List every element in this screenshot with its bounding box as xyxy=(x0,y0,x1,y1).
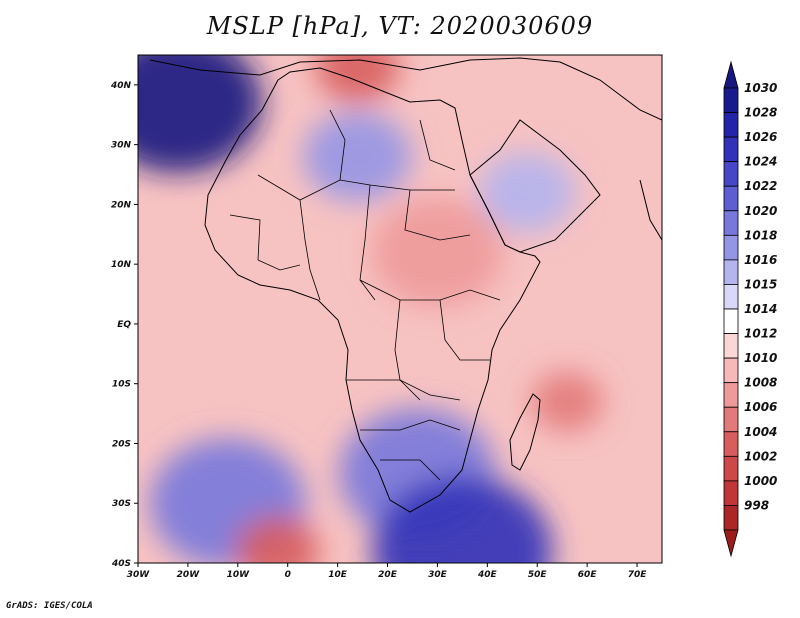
lat-tick-label: 30S xyxy=(112,499,131,509)
colorbar-label: 1010 xyxy=(744,351,777,365)
colorbar-swatch xyxy=(723,480,739,506)
colorbar-label: 1028 xyxy=(744,106,777,120)
colorbar-swatch xyxy=(723,333,739,359)
colorbar-swatch xyxy=(723,161,739,187)
colorbar-swatch xyxy=(723,382,739,408)
pressure-feature-azores-high xyxy=(138,55,262,173)
map-title: MSLP [hPa], VT: 2020030609 xyxy=(206,12,594,40)
lat-tick-label: 20N xyxy=(111,200,132,210)
pressure-feature-indian-ocean-low xyxy=(531,371,604,432)
lat-tick-label: EQ xyxy=(117,320,131,330)
colorbar-label: 1012 xyxy=(744,327,777,341)
colorbar-swatch xyxy=(723,406,739,433)
colorbar-label: 1004 xyxy=(744,425,777,439)
lon-tick-label: 30W xyxy=(127,570,151,580)
pressure-feature-sahara-high xyxy=(303,111,412,202)
country-borders xyxy=(229,109,501,481)
coastlines xyxy=(149,57,662,513)
colorbar-swatch xyxy=(723,284,739,310)
colorbar-swatch xyxy=(723,234,739,261)
colorbar-max-arrow xyxy=(723,60,739,89)
africa-coastline xyxy=(204,67,541,513)
colorbar-swatch xyxy=(723,210,739,236)
colorbar-swatch xyxy=(723,505,739,531)
pressure-feature-sudan-low xyxy=(371,197,504,308)
colorbar-label: 1015 xyxy=(744,277,777,291)
pressure-field xyxy=(138,55,604,563)
lon-tick-label: 30E xyxy=(428,570,448,580)
colorbar-swatch xyxy=(723,431,739,457)
colorbar-label: 1014 xyxy=(744,302,777,316)
lat-tick-label: 40S xyxy=(111,559,131,569)
lon-tick-label: 20E xyxy=(378,570,398,580)
lon-tick-label: 10W xyxy=(227,570,251,580)
lon-tick-label: 20W xyxy=(177,570,201,580)
lon-tick-label: 50E xyxy=(528,570,548,580)
colorbar-label: 1000 xyxy=(744,474,777,488)
colorbar: 1030 1028 1026 1024 1022 1020 1018 1016 1015 1014… xyxy=(723,60,777,558)
map-frame xyxy=(137,54,663,564)
lon-tick-label: 40E xyxy=(477,570,498,580)
india-coastline xyxy=(639,179,662,241)
pressure-feature-agulhas-low xyxy=(235,516,320,563)
asia-coastline xyxy=(559,61,662,121)
colorbar-swatch xyxy=(723,112,739,138)
colorbar-label: 998 xyxy=(744,498,769,512)
colorbar-swatch xyxy=(723,357,739,384)
lon-tick-label: 60E xyxy=(578,570,598,580)
lat-tick-label: 10S xyxy=(112,380,131,390)
madagascar-coastline xyxy=(509,393,541,471)
europe-coastline xyxy=(149,57,561,76)
arabia-coastline xyxy=(469,119,601,253)
colorbar-label: 1020 xyxy=(744,204,777,218)
lon-tick-label: 10E xyxy=(328,570,348,580)
credit-text: GrADS: IGES/COLA xyxy=(6,601,93,611)
colorbar-label: 1002 xyxy=(744,449,777,463)
pressure-feature-southern-ocean-high xyxy=(372,476,553,563)
lat-tick-label: 40N xyxy=(110,81,132,91)
colorbar-label: 1026 xyxy=(744,130,777,144)
lat-tick-label: 10N xyxy=(111,260,132,270)
colorbar-swatch xyxy=(723,185,739,212)
lon-tick-label: 70E xyxy=(628,570,648,580)
colorbar-label: 1022 xyxy=(744,179,777,193)
colorbar-swatch xyxy=(723,308,739,334)
colorbar-label: 1024 xyxy=(744,155,777,169)
colorbar-swatch xyxy=(723,455,739,482)
pressure-feature-mediterranean-low xyxy=(315,55,400,102)
colorbar-label: 1016 xyxy=(744,253,777,267)
pressure-feature-arabian-high xyxy=(479,152,576,233)
colorbar-swatch xyxy=(723,87,739,113)
colorbar-label: 1018 xyxy=(744,228,777,242)
colorbar-min-arrow xyxy=(723,529,739,558)
colorbar-swatch xyxy=(723,259,739,285)
lat-tick-label: 30N xyxy=(111,141,132,151)
lat-tick-label: 20S xyxy=(112,439,131,449)
colorbar-swatch xyxy=(723,136,739,163)
colorbar-label: 1030 xyxy=(744,81,777,95)
axis-ticks: 30W 20W 10W 0 10E 20E 30E 40E 50E 60E 70E 40N 30N 20N… xyxy=(110,81,647,580)
colorbar-label: 1006 xyxy=(744,400,777,414)
lon-tick-label: 0 xyxy=(285,570,291,580)
colorbar-label: 1008 xyxy=(744,376,777,390)
